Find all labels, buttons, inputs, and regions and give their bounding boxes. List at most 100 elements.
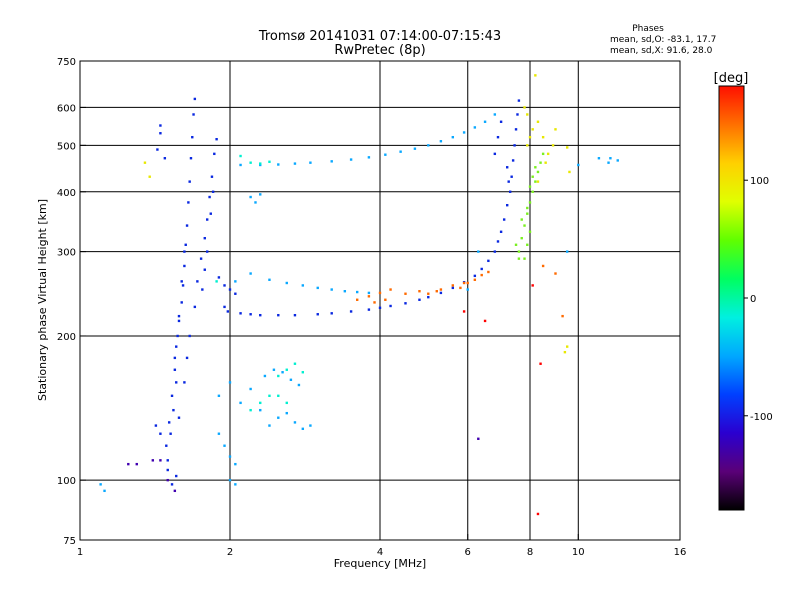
data-point [367, 308, 371, 311]
data-point [418, 298, 421, 301]
data-point [228, 288, 232, 291]
x-tick-label: 2 [227, 547, 233, 558]
colorbar-tick-label: -100 [750, 412, 773, 423]
data-point [185, 356, 189, 360]
data-point [554, 128, 557, 131]
data-point [404, 292, 407, 295]
y-tick-label: 600 [57, 103, 76, 114]
stats-title: Phases [632, 24, 664, 34]
data-point [551, 144, 555, 147]
data-point [496, 240, 500, 243]
data-point [154, 424, 158, 427]
x-tick-label: 10 [572, 547, 585, 558]
data-point [223, 444, 226, 447]
data-point [234, 462, 237, 466]
grid-lines [80, 61, 680, 540]
data-point [528, 135, 532, 139]
data-point [183, 381, 186, 384]
data-point [546, 152, 550, 156]
data-point [561, 314, 564, 318]
data-point [177, 319, 181, 323]
data-point [483, 120, 487, 123]
data-point [367, 156, 371, 159]
data-point [228, 455, 232, 458]
data-point [531, 284, 534, 287]
data-point [259, 408, 262, 412]
data-point [210, 175, 214, 178]
data-point [215, 137, 218, 141]
data-point [413, 147, 417, 150]
stats-o-line: mean, sd,O: -83.1, 17.7 [610, 35, 716, 45]
data-point [223, 284, 226, 287]
data-point [259, 401, 262, 405]
data-point [148, 175, 151, 178]
y-axis-label: Stationary phase Virtual Height [km] [36, 199, 49, 401]
data-point [234, 292, 237, 295]
data-point [165, 444, 168, 447]
data-point [293, 362, 297, 365]
y-tick-label: 500 [57, 141, 76, 152]
data-point [285, 368, 288, 371]
data-point [249, 408, 252, 412]
data-point [203, 268, 206, 271]
data-point [103, 489, 106, 493]
data-point [493, 113, 497, 116]
data-point [487, 270, 490, 274]
data-point [293, 313, 297, 317]
data-point [505, 166, 509, 169]
data-point [607, 161, 610, 164]
data-point [263, 374, 267, 378]
x-tick-label: 1 [77, 547, 83, 558]
data-point [239, 312, 242, 315]
data-point [249, 272, 252, 275]
data-point [272, 368, 276, 371]
data-point [349, 158, 353, 161]
data-point [181, 284, 185, 287]
data-point [541, 152, 545, 156]
data-point [176, 334, 179, 338]
data-point [541, 264, 545, 268]
data-point [539, 161, 542, 164]
data-point [507, 180, 510, 183]
data-point [213, 152, 216, 156]
data-point [502, 218, 506, 221]
data-point [462, 310, 466, 313]
data-point [451, 284, 455, 287]
data-point [193, 305, 197, 309]
data-point [473, 274, 477, 278]
data-point [285, 401, 288, 405]
data-point [167, 421, 171, 424]
data-point [536, 170, 540, 174]
data-point [534, 166, 537, 169]
data-point [173, 489, 177, 493]
data-point [477, 250, 480, 253]
data-point [285, 411, 288, 415]
chart-title: Tromsø 20141031 07:14:00-07:15:43 [258, 29, 501, 44]
data-point [316, 313, 319, 316]
data-point [143, 161, 147, 164]
data-point [172, 408, 175, 412]
data-point [526, 243, 529, 246]
axis-ticks: 1 2 4 6 8 10 16 75 100 200 300 400 500 600 750 [57, 57, 686, 558]
data-point [523, 257, 526, 260]
data-point [343, 290, 347, 293]
data-point [511, 159, 515, 162]
colorbar-tick-label: 100 [750, 176, 769, 187]
data-point [184, 243, 187, 246]
data-point [536, 120, 540, 123]
data-point [517, 250, 521, 253]
data-point [389, 288, 392, 291]
data-point [526, 113, 529, 116]
data-point [355, 298, 359, 301]
data-point [427, 295, 430, 299]
data-point [297, 383, 301, 387]
data-point [451, 286, 455, 290]
data-point [565, 146, 569, 149]
data-point [228, 478, 232, 482]
data-point [526, 206, 529, 210]
data-point [159, 132, 162, 135]
colorbar [718, 85, 745, 511]
data-point [99, 483, 102, 486]
data-point [259, 193, 262, 196]
data-point [173, 368, 177, 371]
